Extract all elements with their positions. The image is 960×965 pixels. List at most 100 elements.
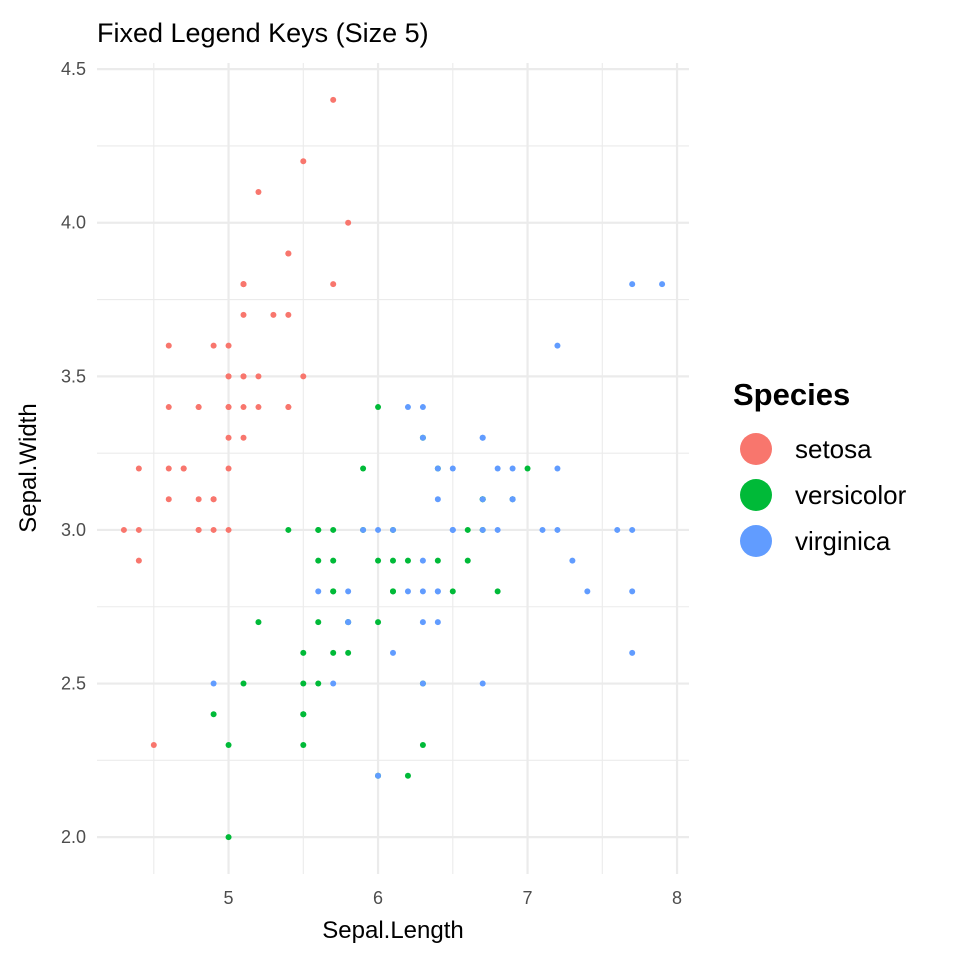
point-versicolor xyxy=(255,619,262,626)
points xyxy=(120,96,666,841)
grid xyxy=(97,63,689,874)
point-virginica xyxy=(419,404,426,411)
x-tick-labels: 5 6 7 8 xyxy=(224,888,683,908)
point-versicolor xyxy=(449,588,456,595)
point-virginica xyxy=(419,434,426,441)
point-virginica xyxy=(494,526,501,533)
point-setosa xyxy=(270,311,277,318)
point-setosa xyxy=(330,281,337,288)
x-tick-label: 6 xyxy=(373,888,383,908)
point-setosa xyxy=(150,741,157,748)
point-virginica xyxy=(554,465,561,472)
point-versicolor xyxy=(390,588,396,595)
point-setosa xyxy=(225,404,232,411)
point-setosa xyxy=(165,404,172,411)
y-tick-label: 4.0 xyxy=(61,213,86,233)
point-virginica xyxy=(419,588,426,595)
x-tick-label: 7 xyxy=(523,888,533,908)
x-tick-label: 5 xyxy=(224,888,234,908)
y-tick-labels: 2.0 2.5 3.0 3.5 4.0 4.5 xyxy=(61,59,86,847)
point-virginica xyxy=(629,281,636,288)
point-setosa xyxy=(210,496,217,503)
point-setosa xyxy=(225,465,232,472)
point-versicolor xyxy=(375,557,382,564)
x-tick-label: 8 xyxy=(672,888,682,908)
point-versicolor xyxy=(390,557,396,564)
point-versicolor xyxy=(315,526,322,533)
point-versicolor xyxy=(315,619,322,626)
y-tick-label: 3.0 xyxy=(61,520,86,540)
y-tick-label: 3.5 xyxy=(61,366,86,386)
point-virginica xyxy=(404,404,411,411)
point-virginica xyxy=(345,588,352,595)
legend-label: virginica xyxy=(795,526,891,556)
point-versicolor xyxy=(225,834,232,841)
point-setosa xyxy=(120,526,127,533)
point-versicolor xyxy=(315,680,322,687)
point-versicolor xyxy=(300,649,307,656)
point-virginica xyxy=(509,465,516,472)
point-versicolor xyxy=(300,711,307,718)
point-setosa xyxy=(240,311,247,318)
point-virginica xyxy=(434,588,441,595)
point-setosa xyxy=(225,434,232,441)
point-virginica xyxy=(554,342,561,349)
point-setosa xyxy=(300,373,307,380)
point-versicolor xyxy=(375,404,382,411)
point-virginica xyxy=(419,557,426,564)
point-versicolor xyxy=(330,557,337,564)
point-versicolor xyxy=(225,741,232,748)
point-versicolor xyxy=(419,741,426,748)
point-versicolor xyxy=(330,526,337,533)
point-virginica xyxy=(614,526,621,533)
point-virginica xyxy=(360,526,367,533)
point-versicolor xyxy=(330,649,337,656)
point-setosa xyxy=(285,250,292,257)
point-setosa xyxy=(135,557,142,564)
point-virginica xyxy=(479,434,486,441)
y-axis-title: Sepal.Width xyxy=(15,403,42,532)
point-versicolor xyxy=(210,711,217,718)
point-virginica xyxy=(494,465,501,472)
point-virginica xyxy=(554,526,561,533)
y-tick-label: 2.0 xyxy=(61,827,86,847)
point-setosa xyxy=(240,281,247,288)
point-virginica xyxy=(434,619,441,626)
point-versicolor xyxy=(404,557,411,564)
point-setosa xyxy=(195,404,202,411)
point-virginica xyxy=(479,496,486,503)
point-virginica xyxy=(419,619,426,626)
point-versicolor xyxy=(375,619,382,626)
point-virginica xyxy=(539,526,546,533)
point-setosa xyxy=(345,219,352,226)
point-setosa xyxy=(240,434,247,441)
point-virginica xyxy=(390,526,396,533)
point-setosa xyxy=(195,526,202,533)
point-setosa xyxy=(255,189,262,196)
point-setosa xyxy=(225,373,232,380)
point-setosa xyxy=(300,158,307,165)
point-virginica xyxy=(404,588,411,595)
point-setosa xyxy=(285,311,292,318)
point-setosa xyxy=(180,465,187,472)
point-versicolor xyxy=(300,680,307,687)
point-virginica xyxy=(509,496,516,503)
point-setosa xyxy=(225,526,232,533)
legend-label: versicolor xyxy=(795,480,907,510)
point-setosa xyxy=(255,373,262,380)
point-virginica xyxy=(434,496,441,503)
point-virginica xyxy=(449,526,456,533)
point-setosa xyxy=(285,404,292,411)
point-setosa xyxy=(165,465,172,472)
legend-key-versicolor xyxy=(740,479,772,511)
legend-label: setosa xyxy=(795,434,872,464)
point-versicolor xyxy=(464,526,471,533)
point-virginica xyxy=(345,619,352,626)
chart-title: Fixed Legend Keys (Size 5) xyxy=(97,18,429,48)
point-virginica xyxy=(569,557,576,564)
point-versicolor xyxy=(434,557,441,564)
point-versicolor xyxy=(404,772,411,779)
y-tick-label: 4.5 xyxy=(61,59,86,79)
point-virginica xyxy=(375,772,382,779)
